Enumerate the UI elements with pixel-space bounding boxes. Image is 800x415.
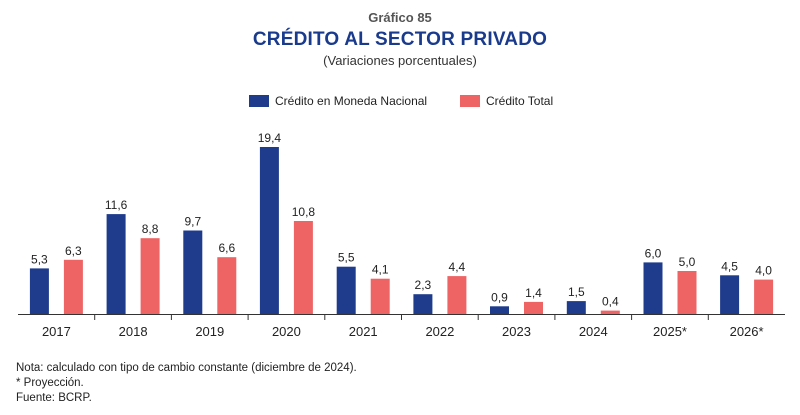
chart-subtitle: (Variaciones porcentuales) [323, 53, 477, 68]
data-label-credito-total-2022: 4,4 [449, 260, 466, 274]
bar-moneda-nacional-2018 [106, 214, 126, 314]
bar-moneda-nacional-2024 [566, 301, 586, 314]
data-label-moneda-nacional-2022: 2,3 [415, 278, 432, 292]
legend-label-credito-total: Crédito Total [486, 94, 554, 108]
bar-credito-total-2017 [63, 259, 83, 314]
bar-moneda-nacional-2019 [183, 230, 203, 314]
bar-credito-total-2018 [140, 238, 160, 314]
bar-moneda-nacional-2020 [259, 147, 279, 314]
x-tick-label-2026: 2026* [730, 324, 764, 339]
note-text: Nota: calculado con tipo de cambio const… [16, 362, 357, 374]
data-label-moneda-nacional-2020: 19,4 [258, 131, 282, 145]
bar-credito-total-2019 [217, 257, 237, 314]
bar-credito-total-2025 [677, 271, 697, 314]
legend-item-moneda-nacional: Crédito en Moneda Nacional [249, 94, 427, 108]
data-label-moneda-nacional-2025: 6,0 [645, 246, 662, 260]
legend-item-credito-total: Crédito Total [460, 94, 553, 108]
data-label-credito-total-2018: 8,8 [142, 222, 159, 236]
x-tick-label-2024: 2024 [579, 324, 608, 339]
bar-moneda-nacional-2025 [643, 262, 663, 314]
x-tick-label-2017: 2017 [42, 324, 71, 339]
data-label-credito-total-2019: 6,6 [218, 241, 235, 255]
x-tick-label-2019: 2019 [195, 324, 224, 339]
bar-credito-total-2021 [370, 278, 390, 314]
data-label-moneda-nacional-2023: 0,9 [491, 290, 508, 304]
legend-label-moneda-nacional: Crédito en Moneda Nacional [275, 94, 428, 108]
bar-credito-total-2022 [447, 276, 467, 314]
legend-swatch-credito-total [460, 95, 480, 107]
bar-credito-total-2020 [293, 221, 313, 314]
data-label-credito-total-2021: 4,1 [372, 263, 389, 277]
legend-swatch-moneda-nacional [249, 95, 269, 107]
chart-title: CRÉDITO AL SECTOR PRIVADO [252, 29, 548, 50]
data-label-moneda-nacional-2026: 4,5 [721, 259, 738, 273]
bar-moneda-nacional-2026 [720, 275, 740, 314]
bar-moneda-nacional-2017 [29, 268, 49, 314]
x-tick-label-2025: 2025* [653, 324, 687, 339]
bar-moneda-nacional-2022 [413, 294, 433, 314]
bar-credito-total-2024 [600, 310, 620, 314]
data-label-moneda-nacional-2021: 5,5 [338, 251, 355, 265]
projection-note: * Proyección. [16, 377, 84, 389]
x-tick-label-2022: 2022 [425, 324, 454, 339]
bar-moneda-nacional-2021 [336, 266, 356, 314]
bar-credito-total-2026 [754, 279, 774, 314]
data-label-credito-total-2025: 5,0 [679, 255, 696, 269]
data-label-moneda-nacional-2017: 5,3 [31, 252, 48, 266]
source-note: Fuente: BCRP. [16, 392, 92, 404]
data-label-credito-total-2023: 1,4 [525, 286, 542, 300]
x-tick-label-2023: 2023 [502, 324, 531, 339]
data-label-credito-total-2020: 10,8 [292, 205, 316, 219]
data-label-moneda-nacional-2019: 9,7 [184, 215, 201, 229]
x-tick-label-2020: 2020 [272, 324, 301, 339]
data-label-credito-total-2024: 0,4 [602, 295, 619, 309]
x-tick-label-2021: 2021 [349, 324, 378, 339]
data-label-moneda-nacional-2018: 11,6 [105, 198, 128, 212]
data-label-credito-total-2026: 4,0 [755, 264, 772, 278]
chart-kicker: Gráfico 85 [368, 10, 432, 25]
x-tick-label-2018: 2018 [119, 324, 148, 339]
bar-moneda-nacional-2023 [490, 306, 509, 314]
bar-credito-total-2023 [524, 301, 543, 314]
data-label-moneda-nacional-2024: 1,5 [568, 285, 585, 299]
data-label-credito-total-2017: 6,3 [65, 244, 82, 258]
